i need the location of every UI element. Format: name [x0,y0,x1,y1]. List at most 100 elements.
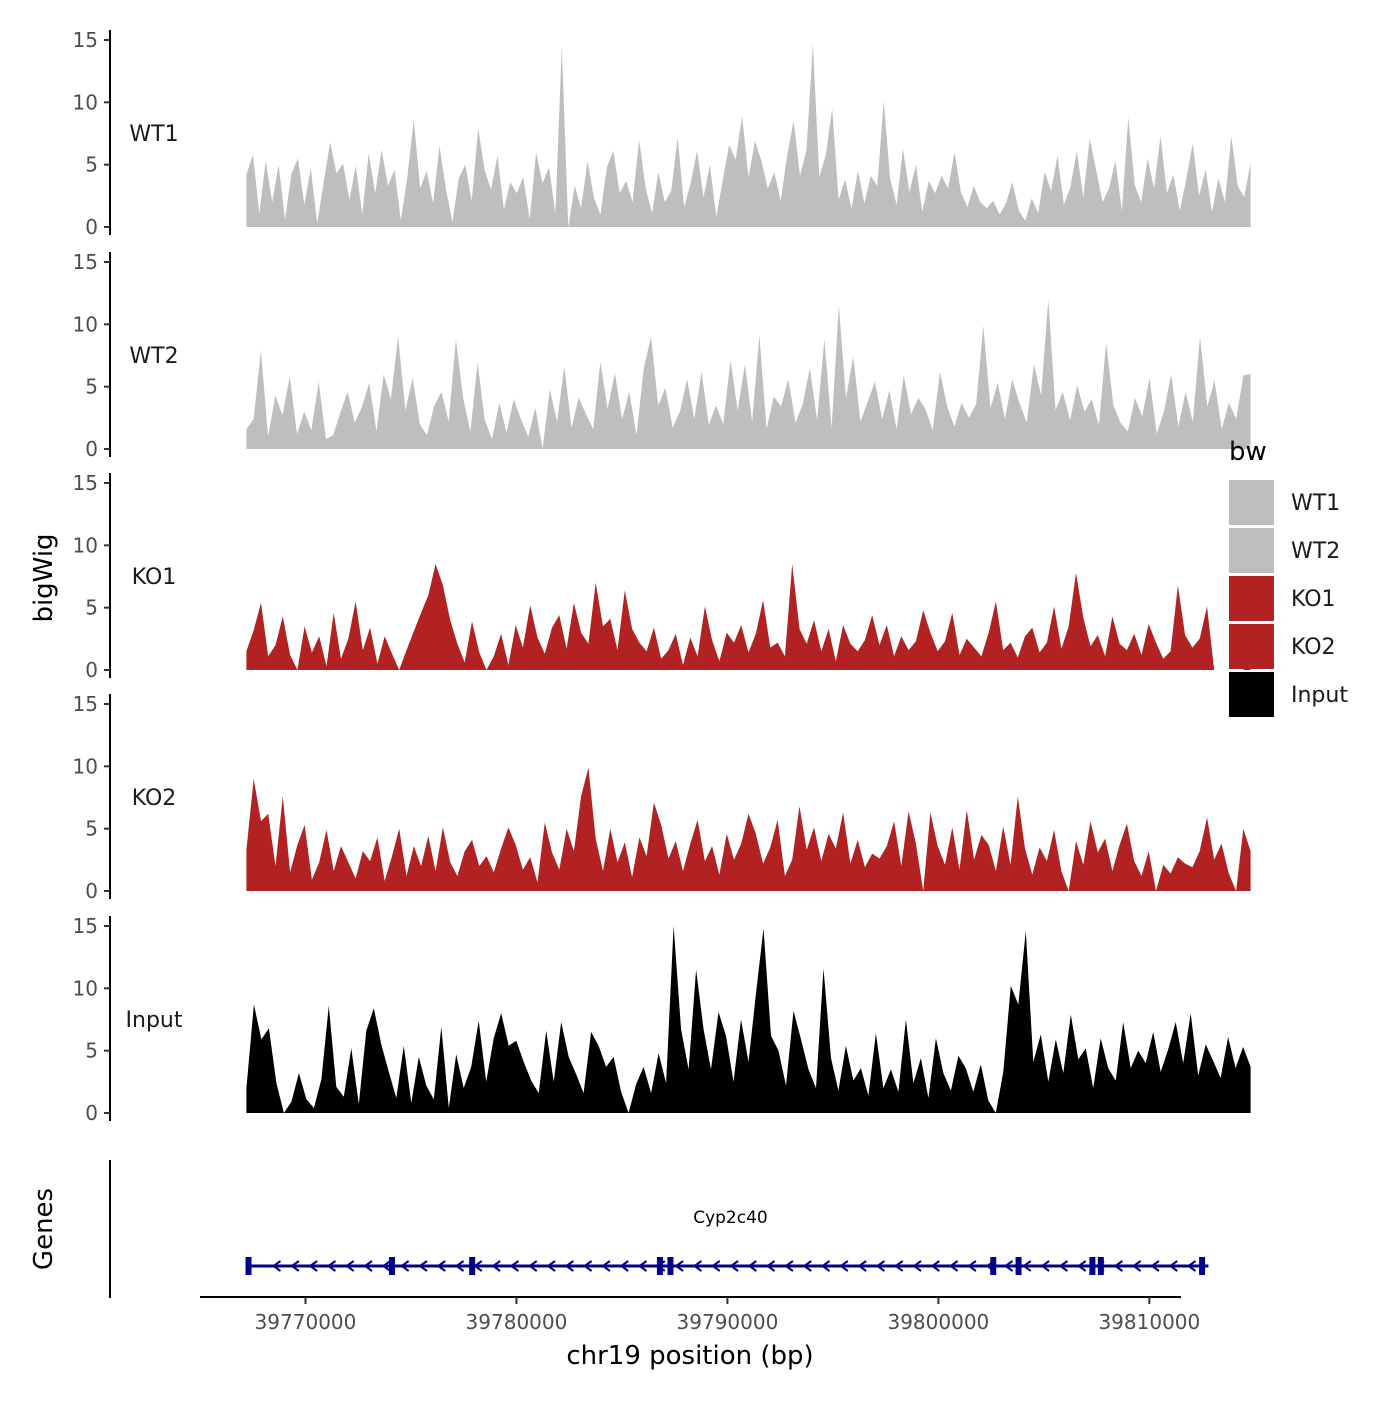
track-ko2: 0 5 10 15 KO2 [73,692,1251,903]
y-tick-label: 0 [85,658,98,682]
y-tick-label: 5 [85,375,98,399]
gene-track-title: Genes [29,1188,59,1270]
x-tick-label: 39810000 [1098,1310,1200,1334]
legend-item-ko1: KO1 [1229,576,1336,621]
y-tick-label: 0 [85,879,98,903]
legend-label: WT2 [1291,539,1340,564]
strand-arrow [747,1260,757,1272]
exon [1199,1257,1206,1275]
strand-arrow [1040,1260,1050,1272]
track-ko1: 0 5 10 15 KO1 [73,471,1251,682]
strand-arrow [1058,1260,1069,1272]
legend-item-wt2: WT2 [1229,528,1340,573]
strand-arrow [564,1260,574,1272]
strand-arrow [1186,1260,1197,1272]
track-input: 0 5 10 15 Input [73,914,1251,1125]
strand-arrow [491,1260,501,1272]
legend-label: Input [1291,683,1348,708]
legend-swatch [1229,480,1274,525]
strand-arrow [1022,1260,1032,1272]
x-tick-label: 39800000 [887,1310,989,1334]
strand-arrow [711,1260,721,1272]
strand-arrow [399,1260,410,1272]
exon [990,1257,997,1275]
exon [388,1257,395,1275]
signal-area-wt2 [246,299,1251,449]
y-tick-label: 0 [85,1101,98,1125]
x-tick-label: 39790000 [677,1310,779,1334]
strand-arrow [692,1260,703,1272]
legend-label: WT1 [1291,491,1340,516]
y-tick-label: 10 [73,90,98,114]
strand-arrow [381,1260,391,1272]
strand-arrow [601,1260,611,1272]
signal-area-input [246,926,1251,1113]
track-label: WT1 [129,122,178,147]
strand-arrow [729,1260,739,1272]
exon [656,1257,663,1275]
y-tick-label: 10 [73,533,98,557]
legend-label: KO2 [1291,635,1336,660]
strand-arrow [894,1260,904,1272]
legend-swatch [1229,672,1274,717]
strand-arrow [509,1260,520,1272]
y-tick-label: 0 [85,437,98,461]
x-tick-label: 39770000 [255,1310,357,1334]
exon [1015,1257,1022,1275]
y-tick-label: 15 [73,250,98,274]
exon [1097,1257,1104,1275]
y-tick-label: 15 [73,471,98,495]
exon [667,1257,674,1275]
strand-arrow [930,1260,940,1272]
strand-arrow [1077,1260,1087,1272]
track-wt2: 0 5 10 15 WT2 [73,250,1251,461]
strand-arrow [784,1260,794,1272]
legend-item-ko2: KO2 [1229,624,1336,669]
strand-arrow [528,1260,538,1272]
strand-arrow [290,1260,300,1272]
y-tick-label: 5 [85,1039,98,1063]
y-tick-label: 15 [73,692,98,716]
legend-item-input: Input [1229,672,1348,717]
y-tick-label: 10 [73,312,98,336]
track-label: KO1 [132,565,177,590]
y-tick-label: 10 [73,976,98,1000]
signal-tracks: 0 5 10 15 WT1 0 5 10 15 WT2 0 5 10 15 KO1 0 5 10 15 KO2 0 5 10… [73,28,1251,1125]
strand-arrow [1168,1260,1178,1272]
legend-item-wt1: WT1 [1229,480,1340,525]
track-wt1: 0 5 10 15 WT1 [73,28,1251,239]
legend-label: KO1 [1291,587,1336,612]
x-axis-title: chr19 position (bp) [566,1341,813,1371]
x-tick-label: 39780000 [466,1310,568,1334]
strand-arrow [271,1260,282,1272]
strand-arrow [436,1260,446,1272]
track-label: Input [126,1008,183,1033]
signal-area-ko1 [246,564,1251,670]
strand-arrow [637,1260,648,1272]
gene-track: Cyp2c40 [109,1160,1209,1298]
strand-arrow [948,1260,959,1272]
signal-area-ko2 [246,767,1251,891]
strand-arrow [1131,1260,1142,1272]
y-tick-label: 5 [85,817,98,841]
strand-arrow [802,1260,812,1272]
strand-arrow [967,1260,977,1272]
strand-arrow [326,1260,337,1272]
exon [245,1257,252,1275]
legend-swatch [1229,576,1274,621]
strand-arrow [363,1260,373,1272]
strand-arrow [674,1260,684,1272]
legend-title: bw [1229,437,1267,467]
strand-arrow [418,1260,428,1272]
strand-arrow [820,1260,831,1272]
y-axis-title: bigWig [29,533,59,622]
gene-cyp2c40: Cyp2c40 [245,1208,1209,1275]
x-axis: 39770000 39780000 39790000 39800000 39810000 [200,1296,1200,1334]
y-tick-label: 0 [85,215,98,239]
y-tick-label: 5 [85,153,98,177]
exon [469,1257,476,1275]
strand-arrow [546,1260,556,1272]
exon [1089,1257,1096,1275]
